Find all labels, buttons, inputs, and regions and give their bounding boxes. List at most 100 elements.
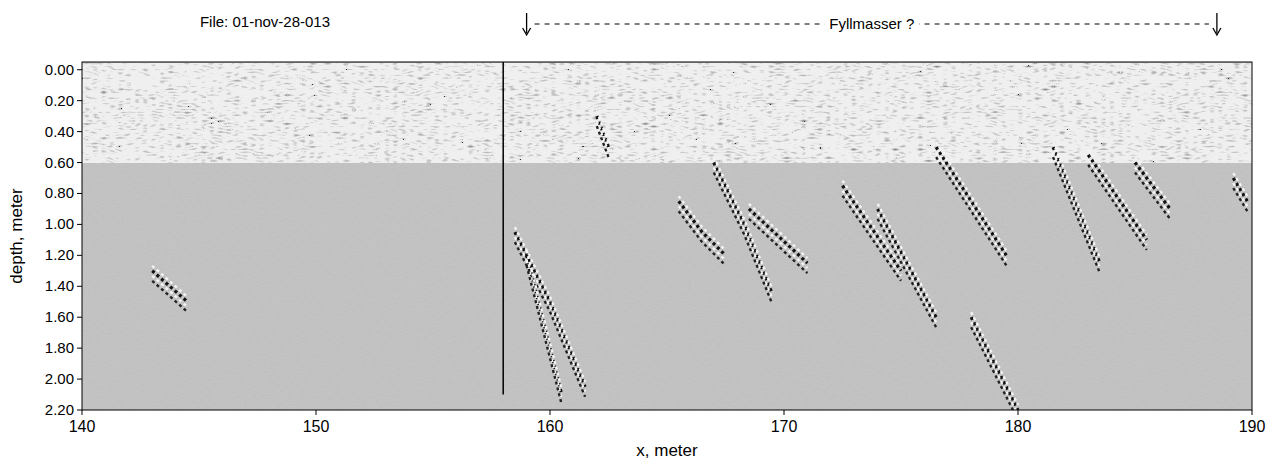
reflector-line: [878, 214, 937, 322]
x-tick-label: 170: [771, 418, 798, 435]
y-tick-label: 1.20: [45, 246, 74, 263]
reflector-line: [597, 116, 609, 147]
reflector-line: [1088, 150, 1147, 235]
y-tick-label: 1.00: [45, 215, 74, 232]
reflector: [679, 196, 726, 265]
reflector-line: [597, 111, 609, 142]
reflector-line: [597, 121, 609, 152]
y-tick: [77, 131, 82, 132]
reflector: [749, 204, 808, 273]
reflector: [597, 111, 609, 157]
annotation-arrow: [526, 13, 527, 33]
reflector: [1088, 150, 1147, 250]
reflector-line: [1053, 157, 1100, 273]
x-tick-label: 140: [69, 418, 96, 435]
reflector-line: [597, 126, 609, 157]
frame: [82, 62, 1252, 410]
y-tick-label: 0.20: [45, 92, 74, 109]
x-tick-label: 190: [1239, 418, 1266, 435]
reflector-line: [878, 219, 937, 327]
y-tick: [77, 162, 82, 163]
reflector-line: [749, 219, 808, 273]
reflector-line: [1135, 163, 1170, 209]
reflector-line: [527, 250, 562, 389]
reflector-line: [679, 201, 726, 255]
reflector-line: [527, 260, 562, 399]
reflector-line: [679, 206, 726, 260]
y-tick: [77, 255, 82, 256]
y-tick: [77, 286, 82, 287]
reflector-line: [679, 211, 726, 265]
reflector-line: [878, 209, 937, 317]
y-tick: [77, 100, 82, 101]
x-tick: [550, 410, 551, 415]
reflector-line: [1088, 165, 1147, 250]
y-tick-label: 1.60: [45, 308, 74, 325]
x-tick: [82, 410, 83, 415]
y-tick-label: 0.60: [45, 154, 74, 171]
reflector-line: [878, 204, 937, 312]
reflector-line: [749, 209, 808, 263]
reflector-line: [749, 204, 808, 258]
reflector-line: [749, 214, 808, 268]
y-tick: [77, 348, 82, 349]
reflector: [152, 266, 187, 312]
reflector-line: [1088, 155, 1147, 240]
reflector: [971, 312, 1018, 410]
y-tick-label: 2.20: [45, 401, 74, 418]
reflector: [1233, 173, 1247, 211]
texture: [82, 62, 1252, 410]
y-tick: [77, 317, 82, 318]
marker-line: [502, 62, 504, 395]
reflector-line: [971, 312, 1018, 405]
reflector-line: [936, 157, 1006, 265]
reflector-line: [936, 142, 1006, 250]
x-tick: [316, 410, 317, 415]
reflector-line: [1233, 188, 1247, 211]
x-tick-label: 150: [303, 418, 330, 435]
x-tick-label: 160: [537, 418, 564, 435]
x-tick: [784, 410, 785, 415]
reflector: [1135, 158, 1170, 219]
annotation-arrowhead: [523, 28, 531, 35]
reflector-line: [152, 266, 187, 297]
y-tick: [77, 224, 82, 225]
reflector-line: [971, 317, 1018, 410]
y-tick: [77, 410, 82, 411]
reflector-line: [714, 173, 773, 305]
y-tick-label: 0.40: [45, 123, 74, 140]
y-tick: [77, 69, 82, 70]
reflector-line: [971, 322, 1018, 410]
reflector-line: [527, 255, 562, 394]
chart: 0.000.200.400.600.801.001.201.401.601.80…: [0, 0, 1284, 465]
reflector: [515, 227, 585, 397]
y-tick-label: 0.80: [45, 184, 74, 201]
x-tick: [1252, 410, 1253, 415]
y-tick-label: 1.40: [45, 277, 74, 294]
y-axis-title: depth, meter: [7, 188, 26, 284]
annotation-patch: [824, 14, 919, 33]
x-axis-title: x, meter: [636, 441, 698, 460]
reflector-line: [1088, 160, 1147, 245]
reflector: [527, 250, 562, 404]
reflector-line: [515, 242, 585, 397]
y-tick-label: 2.00: [45, 370, 74, 387]
x-tick-label: 180: [1005, 418, 1032, 435]
reflector-line: [1135, 168, 1170, 214]
y-tick: [77, 379, 82, 380]
reflector-line: [971, 327, 1018, 410]
reflector-line: [1135, 173, 1170, 219]
surface-layer: [82, 64, 1252, 163]
background: [82, 62, 1252, 410]
reflector: [936, 142, 1006, 265]
annotation-arrow: [1216, 13, 1217, 33]
reflector-line: [152, 281, 187, 312]
reflector: [714, 158, 773, 305]
plot-area: [82, 62, 1252, 410]
reflector-line: [843, 186, 902, 271]
y-tick-label: 1.80: [45, 339, 74, 356]
annotation-arrowhead: [1213, 28, 1221, 35]
reflector-line: [1233, 173, 1247, 196]
reflector-line: [152, 276, 187, 307]
reflector-line: [843, 181, 902, 266]
